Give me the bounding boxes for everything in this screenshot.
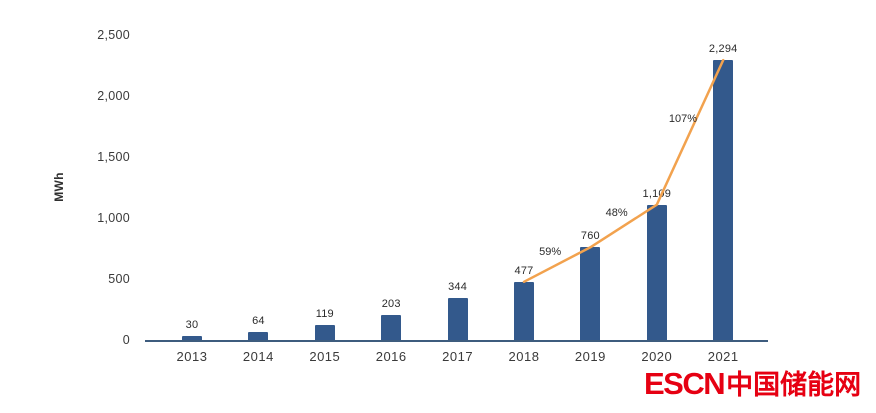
- escn-watermark-logo: ESCN 中国储能网: [644, 368, 861, 399]
- x-tick-label-2021: 2021: [707, 349, 739, 364]
- bar-value-label: 477: [514, 264, 534, 277]
- x-tick-label-2014: 2014: [242, 349, 274, 364]
- x-tick-label-2020: 2020: [641, 349, 673, 364]
- bar-value-label: 30: [185, 319, 199, 332]
- y-tick-label: 2,000: [97, 89, 130, 103]
- x-tick-label-2015: 2015: [309, 349, 341, 364]
- bar-2016: [381, 315, 402, 340]
- x-tick-label-2016: 2016: [375, 349, 407, 364]
- y-tick-label: 2,500: [97, 28, 130, 42]
- bar-2013: [182, 336, 202, 340]
- x-tick-label-2019: 2019: [574, 349, 606, 364]
- bar-value-label: 64: [252, 315, 265, 328]
- bar-2021: [713, 60, 734, 340]
- bar-value-label: 203: [381, 298, 401, 311]
- y-axis-title: MWh: [52, 172, 66, 202]
- bar-value-label: 344: [448, 281, 468, 294]
- x-axis-line: [145, 340, 768, 342]
- growth-percent-label: 48%: [605, 206, 628, 219]
- x-tick-label-2017: 2017: [442, 349, 474, 364]
- watermark-latin-text: ESCN: [644, 366, 726, 401]
- bar-2018: [514, 281, 534, 340]
- bar-2019: [580, 247, 601, 340]
- growth-percent-label: 107%: [668, 113, 698, 126]
- bar-value-label: 760: [580, 230, 600, 243]
- x-tick-label-2013: 2013: [176, 349, 208, 364]
- growth-percent-label: 59%: [539, 245, 562, 258]
- bar-value-label: 1,109: [642, 187, 672, 200]
- y-tick-label: 0: [122, 333, 130, 347]
- watermark-cjk-text: 中国储能网: [726, 370, 862, 400]
- x-tick-label-2018: 2018: [508, 349, 540, 364]
- y-tick-label: 500: [108, 272, 130, 286]
- bar-2015: [314, 325, 335, 340]
- bar-value-label: 119: [315, 308, 334, 321]
- bar-2017: [447, 298, 468, 340]
- y-tick-label: 1,000: [97, 211, 130, 225]
- y-tick-label: 1,500: [97, 150, 130, 164]
- bar-2014: [248, 332, 269, 340]
- bar-value-label: 2,294: [708, 43, 738, 56]
- bar-2020: [646, 204, 667, 340]
